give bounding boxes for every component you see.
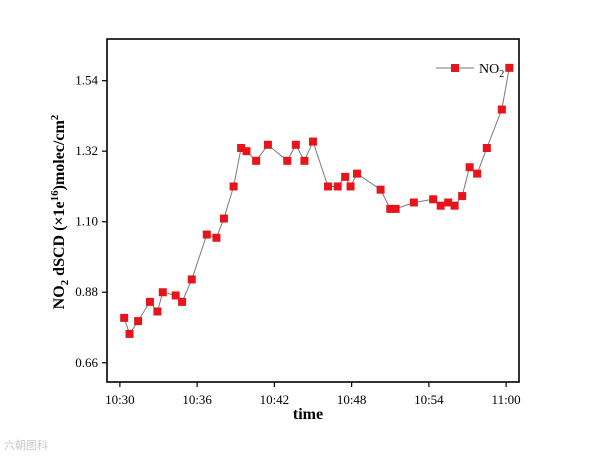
data-point-marker bbox=[436, 201, 445, 210]
data-point-marker bbox=[202, 230, 211, 239]
data-point-marker bbox=[505, 63, 514, 72]
data-point-marker bbox=[497, 105, 506, 114]
data-point-marker bbox=[291, 140, 300, 149]
data-point-marker bbox=[171, 291, 180, 300]
data-point-marker bbox=[242, 147, 251, 156]
x-axis: 10:30 10:36 10:42 10:48 10:54 11:00 bbox=[105, 382, 521, 407]
data-point-marker bbox=[153, 307, 162, 316]
data-point-marker bbox=[376, 185, 385, 194]
legend: NO2 bbox=[436, 62, 504, 80]
x-tick-label: 11:00 bbox=[492, 392, 521, 407]
x-axis-title: time bbox=[293, 406, 323, 423]
data-point-marker bbox=[145, 297, 154, 306]
data-point-marker bbox=[229, 182, 238, 191]
data-point-marker bbox=[158, 288, 167, 297]
x-tick-label: 10:30 bbox=[105, 392, 135, 407]
data-point-marker bbox=[482, 143, 491, 152]
data-point-marker bbox=[450, 201, 459, 210]
data-point-marker bbox=[341, 172, 350, 181]
data-point-marker bbox=[187, 275, 196, 284]
no2-markers bbox=[120, 63, 514, 338]
data-point-marker bbox=[263, 140, 272, 149]
y-axis: 0.66 0.88 1.10 1.32 1.54 bbox=[75, 73, 107, 370]
x-tick-label: 10:42 bbox=[260, 392, 290, 407]
data-point-marker bbox=[465, 163, 474, 172]
y-tick-label: 1.10 bbox=[75, 214, 98, 229]
data-point-marker bbox=[391, 204, 400, 213]
data-point-marker bbox=[219, 214, 228, 223]
data-point-marker bbox=[134, 317, 143, 326]
watermark: 六朝图科 bbox=[4, 439, 48, 452]
data-point-marker bbox=[309, 137, 317, 146]
y-tick-label: 1.32 bbox=[75, 143, 98, 158]
y-tick-label: 0.88 bbox=[75, 284, 98, 299]
data-point-marker bbox=[120, 313, 129, 322]
data-point-marker bbox=[409, 198, 418, 207]
data-point-marker bbox=[125, 329, 134, 338]
x-tick-label: 10:48 bbox=[337, 392, 367, 407]
data-point-marker bbox=[444, 198, 453, 207]
data-point-marker bbox=[212, 233, 221, 242]
data-point-marker bbox=[429, 195, 438, 204]
data-point-marker bbox=[252, 156, 261, 165]
data-point-marker bbox=[283, 156, 292, 165]
data-point-marker bbox=[458, 192, 467, 201]
data-point-marker bbox=[178, 297, 187, 306]
y-tick-label: 0.66 bbox=[75, 355, 98, 370]
x-tick-label: 10:36 bbox=[182, 392, 212, 407]
data-point-marker bbox=[333, 182, 342, 191]
x-tick-label: 10:54 bbox=[414, 392, 444, 407]
y-axis-title: NO2 dSCD (×1e16)molec/cm2 bbox=[49, 114, 71, 309]
data-point-marker bbox=[300, 156, 309, 165]
data-point-marker bbox=[473, 169, 482, 178]
legend-label-no2: NO2 bbox=[479, 62, 504, 80]
data-point-marker bbox=[324, 182, 333, 191]
data-point-marker bbox=[346, 182, 355, 191]
plot-frame bbox=[106, 38, 520, 383]
y-tick-label: 1.54 bbox=[75, 73, 98, 88]
legend-marker bbox=[451, 64, 459, 72]
data-point-marker bbox=[386, 204, 395, 213]
data-point-marker bbox=[352, 169, 361, 178]
data-point-marker bbox=[237, 143, 246, 152]
